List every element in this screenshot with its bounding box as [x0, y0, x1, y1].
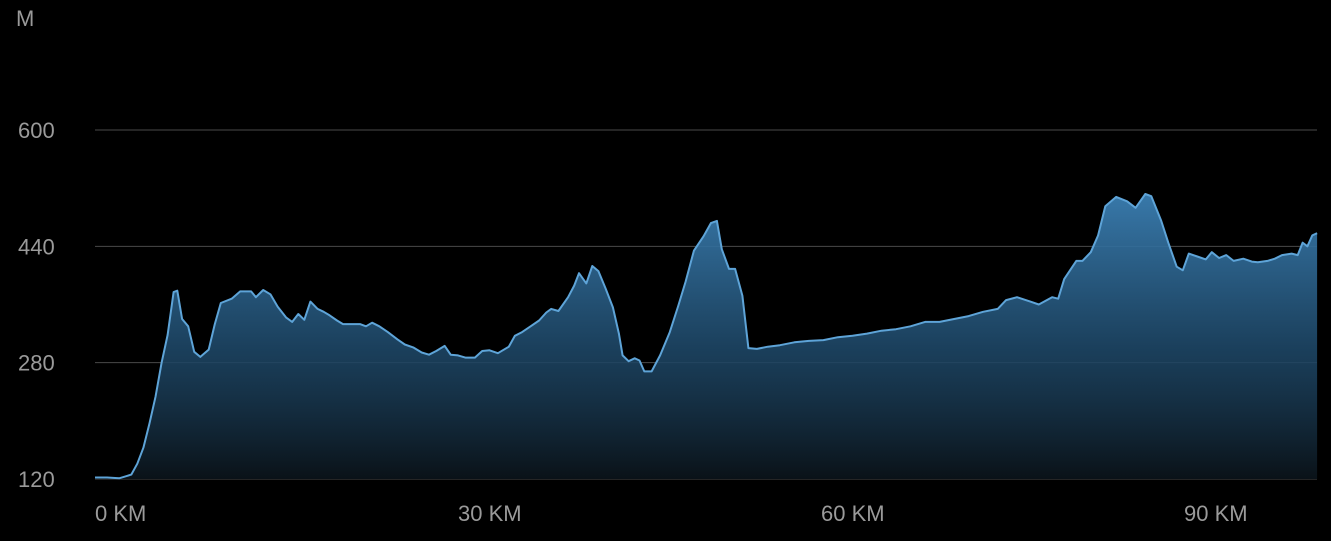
y-tick-label: 280 [18, 351, 55, 376]
x-tick-label: 60 KM [821, 501, 885, 526]
y-tick-label: 120 [18, 467, 55, 492]
elevation-area-fill [95, 194, 1318, 479]
y-axis-ticks: 600 440 280 120 [18, 118, 55, 492]
elevation-line [95, 193, 1318, 480]
x-tick-label: 0 KM [95, 501, 146, 526]
y-axis-unit-label: M [16, 6, 34, 31]
elevation-area [95, 194, 1318, 479]
y-tick-label: 600 [18, 118, 55, 143]
x-axis-ticks: 0 KM 30 KM 60 KM 90 KM [95, 501, 1248, 526]
y-tick-label: 440 [18, 234, 55, 259]
x-tick-label: 30 KM [458, 501, 522, 526]
x-tick-label: 90 KM [1184, 501, 1248, 526]
elevation-line-group [95, 193, 1318, 480]
